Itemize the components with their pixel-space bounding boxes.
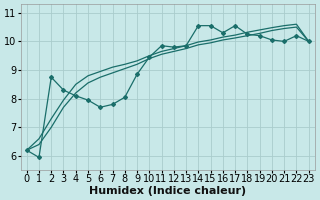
X-axis label: Humidex (Indice chaleur): Humidex (Indice chaleur) [89, 186, 246, 196]
